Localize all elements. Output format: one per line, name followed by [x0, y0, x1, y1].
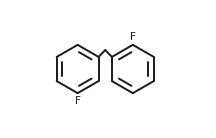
- Text: F: F: [130, 32, 136, 42]
- Text: F: F: [75, 96, 81, 106]
